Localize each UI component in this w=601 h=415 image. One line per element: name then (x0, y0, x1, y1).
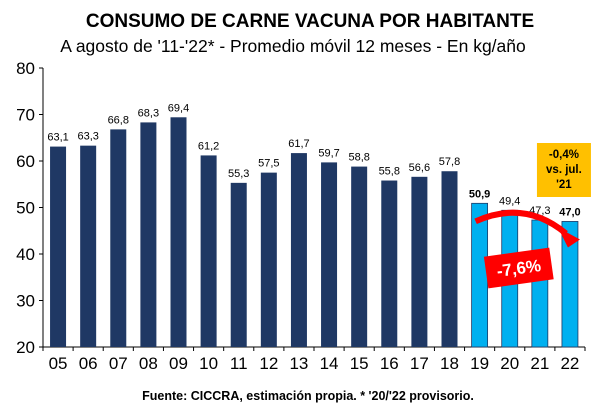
data-label-14: 59,7 (318, 147, 339, 159)
bar-22 (561, 221, 579, 348)
bar-08 (140, 122, 157, 347)
data-label-20: 49,4 (499, 195, 520, 207)
data-label-05: 63,1 (47, 132, 68, 144)
bar-19 (471, 202, 489, 348)
bar-13 (290, 153, 307, 347)
data-label-07: 66,8 (108, 114, 129, 126)
data-label-15: 58,8 (348, 152, 369, 164)
data-label-13: 61,7 (288, 138, 309, 150)
bar-12 (260, 172, 277, 347)
y-tick-label: 50 (16, 199, 35, 218)
data-label-19: 50,9 (469, 188, 490, 200)
x-tick-label: 20 (500, 354, 519, 373)
data-label-09: 69,4 (168, 102, 189, 114)
bar-07 (110, 129, 127, 347)
note-box (536, 143, 591, 197)
bar-05 (50, 146, 67, 347)
trend-arrow-curve (474, 209, 568, 236)
x-tick-label: 21 (530, 354, 549, 373)
x-tick-label: 15 (350, 354, 369, 373)
y-tick-label: 70 (16, 106, 35, 125)
bars: 63,1 63,3 66,8 68,3 69,4 61,2 55,3 57,5 61,7 59,7… (47, 102, 581, 348)
x-tick-label: 10 (199, 354, 218, 373)
annotations: -0,4%vs. jul.'21-7,6% (474, 143, 591, 289)
y-tick-label: 40 (16, 245, 35, 264)
data-label-08: 68,3 (138, 107, 159, 119)
bar-10 (200, 155, 217, 347)
x-tick-label: 19 (470, 354, 489, 373)
x-tick-label: 12 (259, 354, 278, 373)
x-tick-label: 13 (289, 354, 308, 373)
axes: 20 30 40 50 60 70 80 05 06 07 08 09 10 11 12 13 14 15 16 17… (16, 59, 586, 373)
y-tick-label: 30 (16, 292, 35, 311)
x-tick-label: 14 (320, 354, 339, 373)
source-note: Fuente: CICCRA, estimación propia. * '20… (142, 389, 474, 403)
bar-09 (170, 117, 187, 347)
data-label-16: 55,8 (379, 166, 400, 178)
note-line: vs. jul. (546, 164, 582, 176)
x-tick-label: 06 (79, 354, 98, 373)
data-label-22: 47,0 (559, 206, 580, 218)
chart-subtitle: A agosto de '11-'22* - Promedio móvil 12… (60, 36, 526, 56)
data-label-18: 57,8 (439, 156, 460, 168)
data-label-06: 63,3 (77, 131, 98, 143)
bar-06 (80, 145, 97, 347)
data-label-12: 57,5 (258, 158, 279, 170)
x-tick-label: 09 (169, 354, 188, 373)
y-tick-label: 20 (16, 338, 35, 357)
x-tick-label: 11 (230, 354, 248, 373)
data-label-11: 55,3 (228, 168, 249, 180)
x-tick-label: 08 (139, 354, 158, 373)
bar-18 (441, 171, 458, 347)
bar-14 (321, 162, 338, 347)
chart-title: CONSUMO DE CARNE VACUNA POR HABITANTE (86, 11, 534, 32)
bar-17 (411, 176, 428, 347)
x-tick-label: 16 (380, 354, 399, 373)
y-tick-label: 60 (16, 152, 35, 171)
bar-15 (351, 166, 368, 347)
x-tick-label: 22 (560, 354, 579, 373)
x-tick-label: 07 (109, 354, 128, 373)
change-box (483, 247, 554, 289)
y-tick-label: 80 (16, 59, 35, 78)
x-tick-label: 05 (49, 354, 68, 373)
bar-21 (531, 219, 549, 348)
data-label-17: 56,6 (409, 162, 430, 174)
bar-16 (381, 180, 398, 347)
bar-11 (230, 182, 247, 347)
note-line: -0,4% (549, 149, 579, 161)
data-label-10: 61,2 (198, 140, 219, 152)
trend-arrow-head (557, 227, 580, 248)
x-tick-label: 18 (440, 354, 459, 373)
x-tick-label: 17 (410, 354, 429, 373)
note-line: '21 (556, 179, 572, 191)
